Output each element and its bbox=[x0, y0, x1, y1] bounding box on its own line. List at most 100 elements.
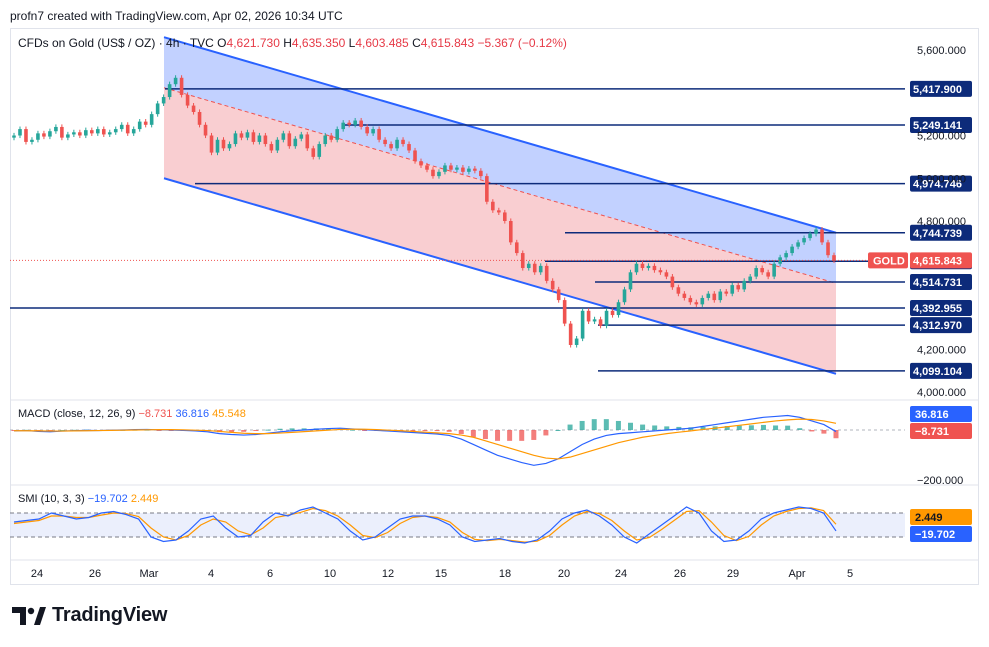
change-value: −5.367 (−0.12%) bbox=[477, 36, 567, 50]
macd-label[interactable]: MACD (close, 12, 26, 9) bbox=[18, 408, 136, 420]
candle-body bbox=[760, 268, 764, 273]
candle-body bbox=[610, 310, 615, 316]
macd-histogram-bar bbox=[736, 425, 742, 430]
candle-body bbox=[317, 144, 322, 157]
candle-body bbox=[688, 297, 693, 303]
y-tick-label: 5,000.000 bbox=[917, 173, 966, 185]
candle-body bbox=[730, 285, 735, 294]
macd-histogram-bar bbox=[579, 420, 585, 430]
candle-body bbox=[239, 133, 244, 138]
macd-histogram-bar bbox=[724, 426, 730, 430]
macd-histogram-bar bbox=[434, 430, 440, 432]
candle-body bbox=[221, 139, 226, 149]
y-tick-label: 5,600.000 bbox=[917, 45, 966, 57]
macd-histogram-bar bbox=[785, 425, 791, 430]
candle-body bbox=[113, 129, 118, 133]
macd-signal-value: 45.548 bbox=[212, 408, 246, 420]
x-tick-label: 18 bbox=[499, 568, 511, 580]
candle-body bbox=[24, 129, 28, 142]
smi-label[interactable]: SMI (10, 3, 3) bbox=[18, 493, 85, 505]
candle-body bbox=[323, 135, 328, 145]
macd-line-label: 36.816 bbox=[915, 409, 949, 421]
candle-body bbox=[712, 293, 717, 301]
macd-histogram-bar bbox=[265, 429, 271, 431]
tradingview-logo-icon bbox=[12, 606, 46, 625]
last-price-label: 4,615.843 bbox=[913, 255, 962, 267]
candle-body bbox=[341, 122, 345, 130]
candle-body bbox=[287, 133, 292, 147]
level-label: 4,974.746 bbox=[913, 179, 962, 191]
x-tick-label: 24 bbox=[31, 568, 43, 580]
candle-body bbox=[580, 310, 585, 339]
candle-body bbox=[95, 129, 100, 134]
candle-body bbox=[155, 103, 160, 115]
y-tick-label: 4,200.000 bbox=[917, 344, 966, 356]
candle-body bbox=[676, 287, 681, 294]
candle-body bbox=[395, 139, 399, 149]
x-tick-label: 5 bbox=[847, 568, 853, 580]
smi-legend: SMI (10, 3, 3) −19.702 2.449 bbox=[18, 493, 158, 505]
candle-body bbox=[209, 135, 214, 153]
candle-body bbox=[556, 289, 561, 301]
candle-body bbox=[359, 120, 363, 127]
candle-body bbox=[275, 139, 280, 151]
candle-body bbox=[149, 114, 154, 125]
high-value: 4,635.350 bbox=[291, 36, 346, 50]
tradingview-logo[interactable]: TradingView bbox=[12, 604, 167, 627]
candle-body bbox=[335, 129, 340, 140]
candle-body bbox=[167, 84, 172, 98]
candle-body bbox=[365, 126, 369, 134]
candle-body bbox=[640, 263, 645, 269]
candle-body bbox=[227, 144, 232, 149]
candle-body bbox=[634, 263, 639, 273]
macd-histogram-bar bbox=[482, 430, 488, 440]
macd-histogram-bar bbox=[507, 430, 513, 441]
smi-value-label: −19.702 bbox=[915, 529, 955, 541]
close-label: C bbox=[412, 36, 421, 50]
macd-histogram-bar bbox=[603, 419, 609, 430]
level-label-bg bbox=[910, 175, 972, 192]
x-tick-label: 4 bbox=[208, 568, 214, 580]
candle-body bbox=[407, 144, 411, 151]
open-value: 4,621.730 bbox=[226, 36, 280, 50]
candle-body bbox=[437, 171, 441, 177]
candle-body bbox=[491, 201, 495, 211]
candle-body bbox=[413, 150, 417, 162]
candle-body bbox=[514, 242, 519, 254]
candle-body bbox=[347, 122, 351, 125]
candle-body bbox=[658, 270, 663, 273]
x-tick-label: 29 bbox=[727, 568, 739, 580]
candle-body bbox=[461, 167, 465, 172]
y-tick-label: 4,000.000 bbox=[917, 387, 966, 399]
candle-body bbox=[598, 319, 603, 326]
candle-body bbox=[173, 77, 178, 85]
macd-legend: MACD (close, 12, 26, 9) −8.731 36.816 45… bbox=[18, 408, 246, 420]
candle-body bbox=[520, 253, 525, 269]
level-label-bg bbox=[910, 300, 972, 317]
candle-body bbox=[30, 139, 34, 142]
candle-body bbox=[245, 132, 250, 138]
candle-body bbox=[66, 134, 70, 138]
candle-body bbox=[592, 319, 597, 322]
symbol-label[interactable]: CFDs on Gold (US$ / OZ) · 4h · TVC bbox=[18, 36, 214, 50]
gold-tag-bg bbox=[868, 252, 908, 269]
candle-body bbox=[78, 132, 82, 136]
candle-body bbox=[72, 132, 76, 135]
level-label: 5,249.141 bbox=[913, 120, 962, 132]
macd-histogram-bar bbox=[229, 430, 235, 433]
level-label-bg bbox=[910, 224, 972, 241]
candle-body bbox=[143, 121, 148, 125]
candle-body bbox=[12, 135, 16, 138]
macd-histogram-bar bbox=[495, 430, 501, 441]
channel-midline bbox=[163, 87, 837, 284]
channel-lower-line bbox=[163, 177, 837, 375]
level-label: 5,417.900 bbox=[913, 84, 962, 96]
macd-histogram-bar bbox=[362, 430, 368, 431]
low-label: L bbox=[348, 36, 356, 50]
candle-body bbox=[664, 272, 669, 277]
macd-histogram-bar bbox=[700, 426, 706, 430]
macd-histogram-bar bbox=[833, 430, 839, 439]
candle-body bbox=[604, 310, 609, 326]
level-label: 4,392.955 bbox=[913, 303, 962, 315]
